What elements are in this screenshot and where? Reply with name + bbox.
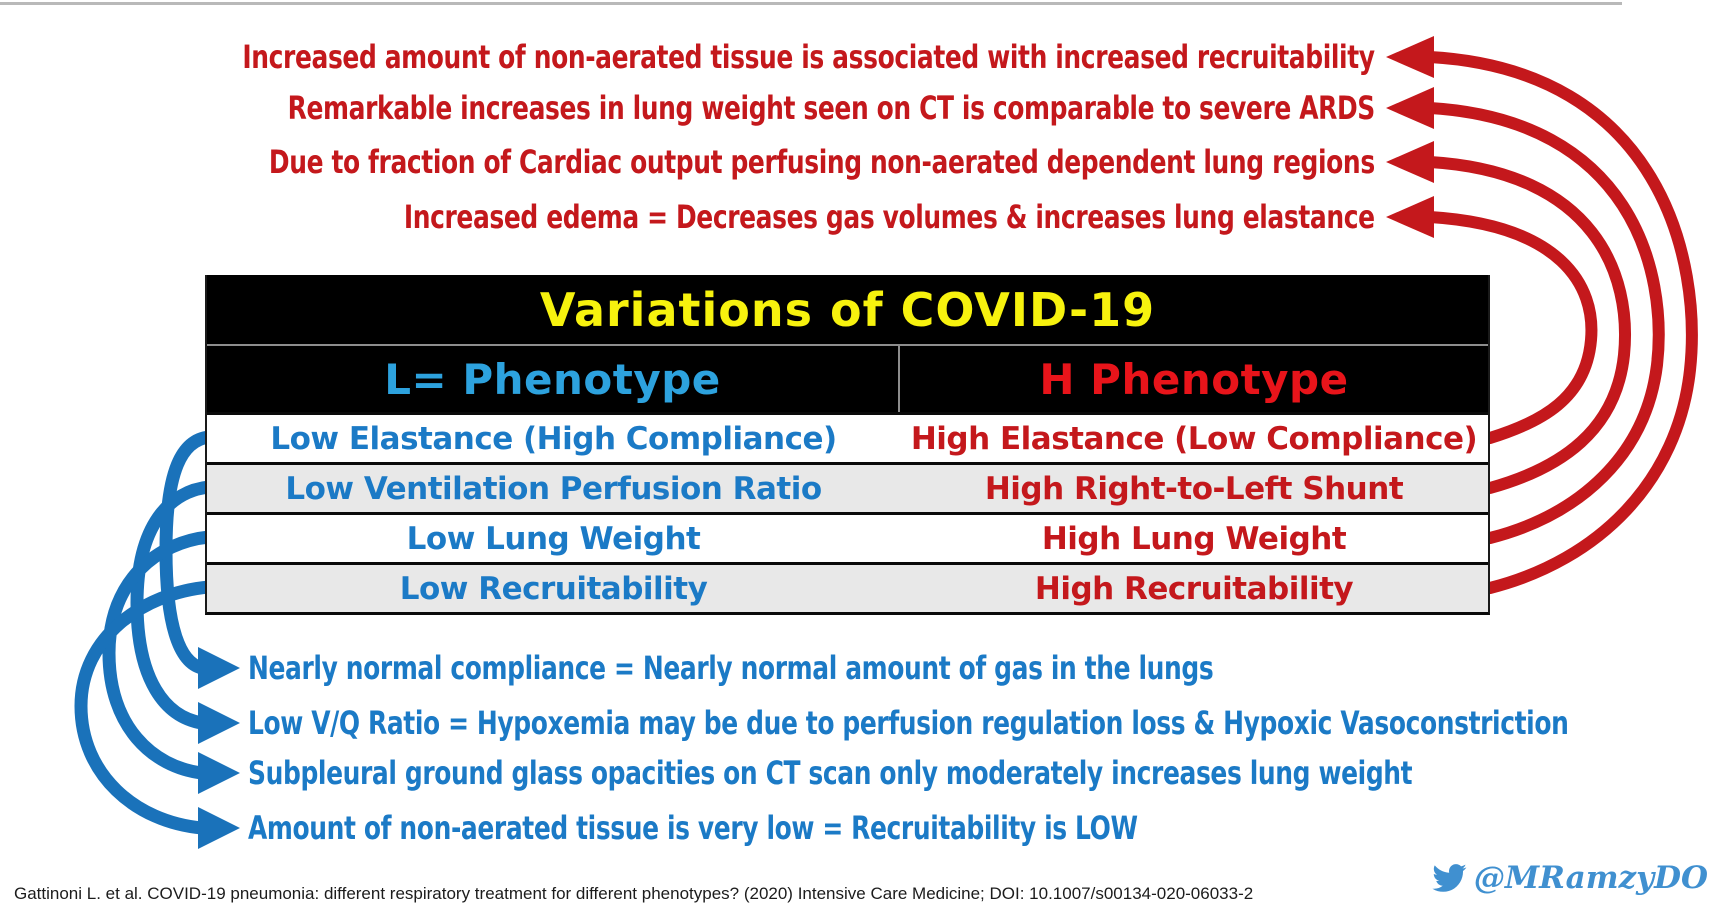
table-row: Low Elastance (High Compliance) High Ela… xyxy=(207,412,1488,462)
twitter-bird-icon xyxy=(1432,864,1467,892)
table-header-row: L= Phenotype H Phenotype xyxy=(207,344,1488,412)
twitter-credit[interactable]: @MRamzyDO xyxy=(1428,860,1708,896)
h-phenotype-note-recruitability: Increased amount of non-aerated tissue i… xyxy=(242,38,1376,76)
l-phenotype-note-compliance: Nearly normal compliance = Nearly normal… xyxy=(248,649,1214,687)
covid-variations-table: Variations of COVID-19 L= Phenotype H Ph… xyxy=(205,275,1490,615)
column-header-h-phenotype: H Phenotype xyxy=(1039,354,1349,404)
blue-arrow-curve-4 xyxy=(74,580,216,835)
h-phenotype-note-elastance: Increased edema = Decreases gas volumes … xyxy=(404,198,1375,236)
cell-h-recruitability: High Recruitability xyxy=(1034,570,1354,607)
column-header-l-phenotype: L= Phenotype xyxy=(207,346,901,412)
cell-h-shunt: High Right-to-Left Shunt xyxy=(984,470,1404,507)
blue-arrowhead-icon-2 xyxy=(198,702,240,744)
red-arrow-curve-2 xyxy=(1424,102,1665,544)
cell-l-lung-weight: Low Lung Weight xyxy=(406,520,701,557)
red-arrows xyxy=(1386,36,1698,594)
table-row: Low Lung Weight High Lung Weight xyxy=(207,512,1488,562)
top-divider-line xyxy=(0,2,1622,5)
twitter-handle[interactable]: @MRamzyDO xyxy=(1473,860,1708,896)
cell-l-recruitability: Low Recruitability xyxy=(399,570,708,607)
blue-arrow-curve-3 xyxy=(102,530,216,780)
cell-h-elastance: High Elastance (Low Compliance) xyxy=(910,420,1478,457)
red-arrow-curve-3 xyxy=(1424,156,1631,494)
blue-arrows xyxy=(74,430,240,849)
blue-arrowhead-icon-1 xyxy=(198,647,240,689)
red-arrow-curve-4 xyxy=(1424,211,1598,444)
citation-text: Gattinoni L. et al. COVID-19 pneumonia: … xyxy=(14,884,1254,903)
h-phenotype-note-shunt: Due to fraction of Cardiac output perfus… xyxy=(269,143,1375,181)
l-phenotype-note-ground-glass: Subpleural ground glass opacities on CT … xyxy=(248,754,1413,792)
table-title: Variations of COVID-19 xyxy=(207,275,1488,344)
red-arrowhead-icon-2 xyxy=(1386,87,1434,129)
red-arrowhead-icon-4 xyxy=(1386,196,1434,238)
table-row: Low Ventilation Perfusion Ratio High Rig… xyxy=(207,462,1488,512)
cell-l-vq-ratio: Low Ventilation Perfusion Ratio xyxy=(285,470,822,507)
l-phenotype-note-vq-ratio: Low V/Q Ratio = Hypoxemia may be due to … xyxy=(248,704,1569,742)
red-arrow-curve-1 xyxy=(1424,51,1698,594)
h-phenotype-note-lung-weight: Remarkable increases in lung weight seen… xyxy=(287,89,1376,127)
cell-l-elastance: Low Elastance (High Compliance) xyxy=(270,420,837,457)
blue-arrowhead-icon-3 xyxy=(198,752,240,794)
table-row: Low Recruitability High Recruitability xyxy=(207,562,1488,612)
red-arrowhead-icon-3 xyxy=(1386,141,1434,183)
blue-arrowhead-icon-4 xyxy=(198,807,240,849)
cell-h-lung-weight: High Lung Weight xyxy=(1041,520,1347,557)
red-arrowhead-icon-1 xyxy=(1386,36,1434,78)
l-phenotype-note-recruitability: Amount of non-aerated tissue is very low… xyxy=(248,809,1138,847)
